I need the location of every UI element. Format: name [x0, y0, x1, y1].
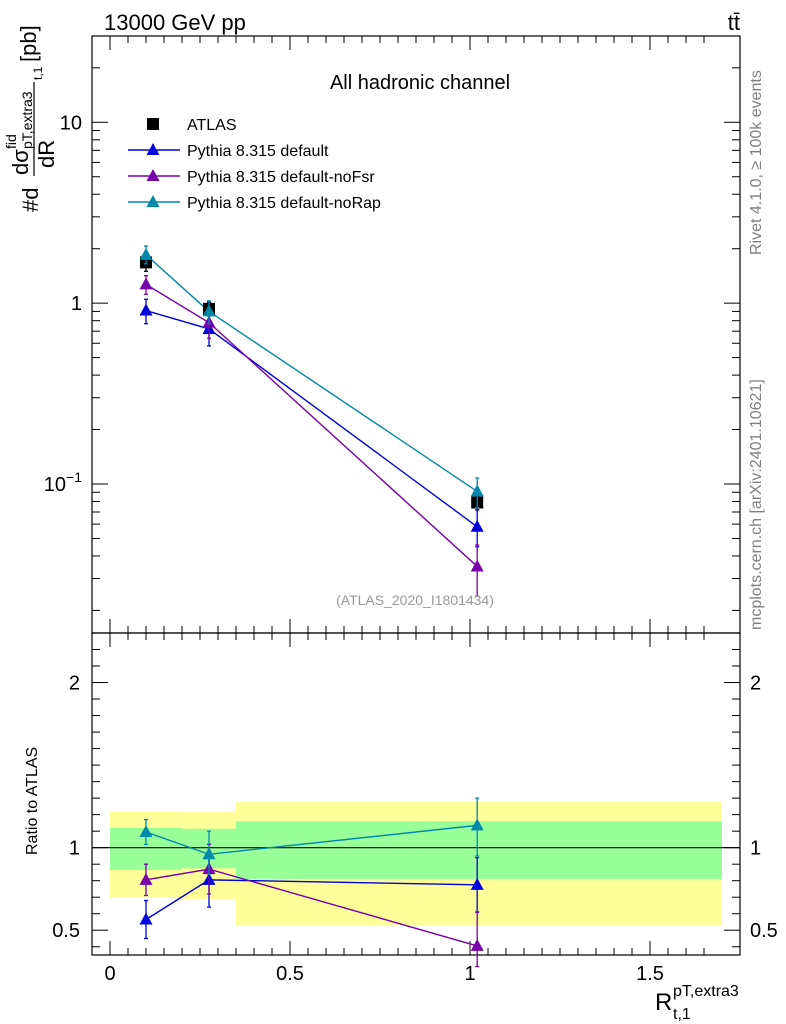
- y-tick-base: 10: [60, 112, 82, 134]
- ratio-point-default: [139, 912, 153, 925]
- legend-label: Pythia 8.315 default: [187, 143, 329, 160]
- y-label-prefix: #d: [18, 188, 43, 212]
- x-label-subscript: t,1: [673, 1006, 691, 1023]
- ratio-inner-band: [236, 821, 722, 880]
- legend-item-noFsr: Pythia 8.315 default-noFsr: [128, 169, 375, 186]
- data-point-noRap: [202, 304, 216, 317]
- ratio-y-tick-label-left: 1: [69, 838, 80, 860]
- x-label-main: R: [655, 989, 672, 1016]
- ratio-point-noRap: [202, 847, 216, 860]
- energy-label: 13000 GeV pp: [104, 10, 246, 35]
- ratio-y-tick-label-left: 2: [69, 673, 80, 695]
- y-label-numerator: dσ: [8, 149, 33, 175]
- legend-marker-default: [146, 143, 160, 155]
- y-tick-exponent: −1: [66, 469, 82, 485]
- legend-marker-noFsr: [146, 169, 160, 181]
- data-point-default: [139, 303, 153, 316]
- ratio-point-noFsr: [139, 872, 153, 885]
- main-y-tick-label: 10−1: [44, 469, 82, 496]
- y-label-superscript: fid: [3, 134, 19, 149]
- y-tick-base: 1: [71, 293, 82, 315]
- annotations: 13000 GeV pp tt̄ Rivet 4.1.0, ≥ 100k eve…: [24, 10, 765, 855]
- y-tick-base: 10: [44, 474, 66, 496]
- ratio-panel: 0 0.5 1 1.5 0.5 0.5 1 1 2 2 R pT,extra3 t,1: [52, 632, 778, 1023]
- y-label-unit: [pb]: [16, 25, 41, 62]
- data-point-noRap: [139, 247, 153, 260]
- ratio-point-noRap: [470, 818, 484, 831]
- ratio-point-noFsr: [470, 938, 484, 951]
- ratio-y-tick-label-left: 0.5: [52, 920, 80, 942]
- legend-label: Pythia 8.315 default-noRap: [187, 195, 381, 212]
- series-line-noRap: [145, 254, 478, 492]
- legend-label: ATLAS: [187, 117, 237, 134]
- legend-marker-atlas: [147, 118, 159, 130]
- chart-title: All hadronic channel: [330, 72, 510, 94]
- legend-item-atlas: ATLAS: [147, 117, 237, 134]
- rivet-version-label: Rivet 4.1.0, ≥ 100k events: [748, 70, 765, 255]
- mcplots-label: mcplots.cern.ch [arXiv:2401.10621]: [748, 379, 765, 630]
- legend-label: Pythia 8.315 default-noFsr: [187, 169, 375, 186]
- ratio-y-axis-label: Ratio to ATLAS: [24, 747, 41, 855]
- x-tick-label: 1: [464, 963, 475, 985]
- ratio-y-tick-label-right: 1: [750, 838, 761, 860]
- data-point-noFsr: [139, 277, 153, 290]
- y-label-denominator: dR: [34, 140, 59, 168]
- x-tick-label: 0.5: [276, 963, 304, 985]
- ratio-y-tick-label-right: 2: [750, 673, 761, 695]
- ratio-point-noRap: [139, 824, 153, 837]
- x-tick-label: 0: [104, 963, 115, 985]
- legend-item-default: Pythia 8.315 default: [128, 143, 329, 160]
- y-label-subscript: pT,extra3: [19, 91, 35, 149]
- data-point-noFsr: [470, 559, 484, 572]
- y-label-sub2: t,1: [31, 66, 45, 80]
- series-line-default: [145, 309, 478, 528]
- series-line-noFsr: [145, 283, 478, 567]
- legend-item-noRap: Pythia 8.315 default-noRap: [128, 195, 381, 212]
- process-label: tt̄: [728, 10, 740, 35]
- main-y-tick-label: 10: [60, 112, 82, 134]
- ratio-y-tick-label-right: 0.5: [750, 920, 778, 942]
- main-y-tick-label: 1: [71, 293, 82, 315]
- data-point-default: [470, 519, 484, 532]
- x-label-superscript: pT,extra3: [673, 983, 739, 1000]
- ratio-point-default: [470, 877, 484, 890]
- legend: ATLAS Pythia 8.315 default Pythia 8.315 de…: [128, 117, 381, 212]
- legend-marker-noRap: [146, 195, 160, 207]
- data-point-noRap: [470, 484, 484, 497]
- watermark: (ATLAS_2020_I1801434): [336, 592, 494, 608]
- x-tick-label: 1.5: [636, 963, 664, 985]
